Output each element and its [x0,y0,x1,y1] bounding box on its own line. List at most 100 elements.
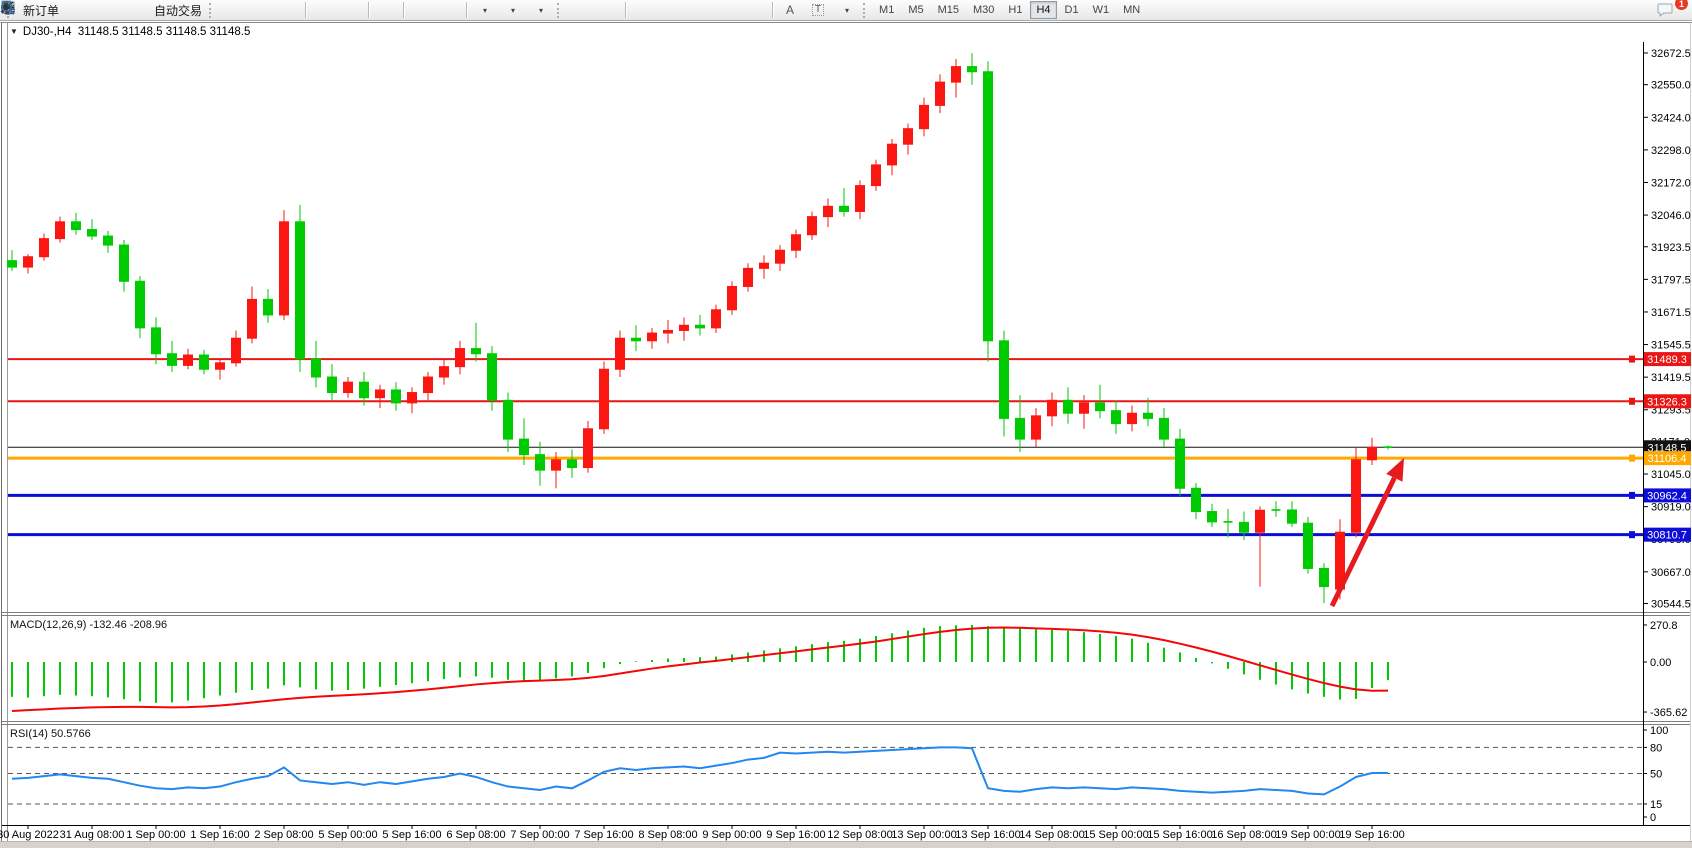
metaeditor-button[interactable] [1,0,90,20]
vertical-line-tool-button[interactable] [5,0,656,20]
timeframe-button-W1[interactable]: W1 [1092,4,1110,16]
candle-body [1143,412,1153,419]
price-tick-label: 31797.5 [1651,274,1691,286]
candle-body [823,205,833,218]
timeframe-button-M30[interactable]: M30 [973,4,995,16]
line-chart-button[interactable] [1,0,301,20]
candle-body [359,381,369,399]
candle-body [439,366,449,378]
zoom-out-button[interactable] [1,0,364,20]
dropdown-caret-icon: ▾ [511,5,516,15]
candle-body [487,353,497,401]
crosshair-tool-button[interactable] [1,0,621,20]
trend-arrow-shaft [1329,476,1397,608]
time-tick-label: 7 Sep 16:00 [574,829,633,841]
templates-button[interactable]: ▾ [1,0,553,20]
candle-body [999,340,1009,419]
notifications-button[interactable]: 1 [1656,0,1688,20]
autotrading-button[interactable]: 自动交易 [1,0,205,20]
search-button[interactable] [1,0,1649,20]
candle-body [1303,522,1313,569]
equidistant-channel-tool-button[interactable]: E [0,0,740,20]
candlestick-chart-button[interactable] [2,0,273,20]
chat-bubble-icon [1657,3,1673,17]
indicators-button[interactable]: ▾ [1,0,497,20]
level-price-badge [1644,451,1691,466]
toolbar-grip[interactable] [209,2,215,18]
macd-tick-label: 0.00 [1650,657,1671,669]
candle-body [679,324,689,331]
window-bottom-strip [0,841,1692,848]
timeframe-button-H1[interactable]: H1 [1008,4,1023,16]
arrows-tool-button[interactable]: ▾ [2,0,859,20]
time-tick-label: 30 Aug 2022 [0,829,59,841]
time-tick-label: 2 Sep 08:00 [254,829,313,841]
one-click-trading-arrow-icon[interactable]: ▼ [10,27,18,36]
new-order-label: 新订单 [23,3,60,18]
toolbar-grip[interactable] [863,2,869,18]
candle-body [903,128,913,145]
candle-body [55,221,65,240]
dropdown-caret-icon: ▾ [845,5,850,15]
time-tick-label: 31 Aug 08:00 [60,829,125,841]
rsi-tick-label: 100 [1650,725,1668,737]
candle-body [855,185,865,212]
candle-body [519,438,529,456]
dropdown-caret-icon: ▾ [539,5,544,15]
candle-body [87,229,97,237]
text-tool-button[interactable]: A [777,0,803,20]
new-chart-button[interactable] [1,0,118,20]
candle-body [727,285,737,311]
candle-body [583,428,593,469]
toolbar-separator [625,2,627,18]
time-tick-label: 9 Sep 00:00 [702,829,761,841]
trend-arrow-annotation[interactable] [1329,458,1404,608]
candle-body [935,81,945,106]
autotrading-label: 自动交易 [154,3,203,18]
candle-body [807,216,817,236]
time-tick-label: 9 Sep 16:00 [766,829,825,841]
timeframe-button-MN[interactable]: MN [1123,4,1141,16]
horizontal-line-tool-button[interactable] [2,0,684,20]
periods-button[interactable]: ▾ [1,0,525,20]
timeframe-button-D1[interactable]: D1 [1064,4,1079,16]
macd-tick-label: 270.8 [1650,620,1678,632]
signals-button[interactable] [1,0,146,20]
time-tick-label: 5 Sep 00:00 [318,829,377,841]
cursor-tool-button[interactable] [3,0,593,20]
rsi-line [11,746,1388,796]
candle-body [119,244,129,282]
candle-body [967,66,977,73]
candle-body [375,389,385,399]
chart-shift-button[interactable] [2,0,462,20]
candle-doji [1223,521,1233,523]
toolbar-separator [466,2,468,18]
trendline-tool-button[interactable] [1,0,712,20]
candle-body [983,71,993,342]
toolbar-grip[interactable] [557,2,563,18]
timeframe-button-H4[interactable]: H4 [1030,1,1057,19]
text-label-tool-button[interactable]: T [805,0,831,20]
zoom-in-button[interactable] [1,0,336,20]
bar-chart-button[interactable] [2,0,245,20]
time-tick-label: 13 Sep 00:00 [891,829,956,841]
new-order-button[interactable]: 新订单 [1,0,62,20]
candle-body [695,324,705,329]
tile-windows-button[interactable] [1,0,399,20]
candle-body [1255,509,1265,533]
timeframe-button-M15[interactable]: M15 [937,4,959,16]
candle-body [1111,410,1121,425]
level-lines[interactable]: 31489.331326.331148.531106.430962.430810… [8,352,1691,542]
chart-canvas[interactable]: 32672.5 32550.0 32424.0 32298.0 32172.0 32046… [0,22,1692,848]
macd-tick-label: -365.62 [1650,707,1687,719]
rsi-tick-label: 50 [1650,769,1662,781]
candle-body [743,267,753,287]
time-tick-label: 15 Sep 00:00 [1083,829,1148,841]
auto-scroll-button[interactable] [2,0,434,20]
candle-body [1319,567,1329,588]
timeframe-button-M1[interactable]: M1 [879,4,895,16]
fibonacci-tool-button[interactable]: F [2,0,768,20]
candle-body [871,164,881,187]
timeframe-button-M5[interactable]: M5 [908,4,924,16]
candle-body [1063,399,1073,414]
